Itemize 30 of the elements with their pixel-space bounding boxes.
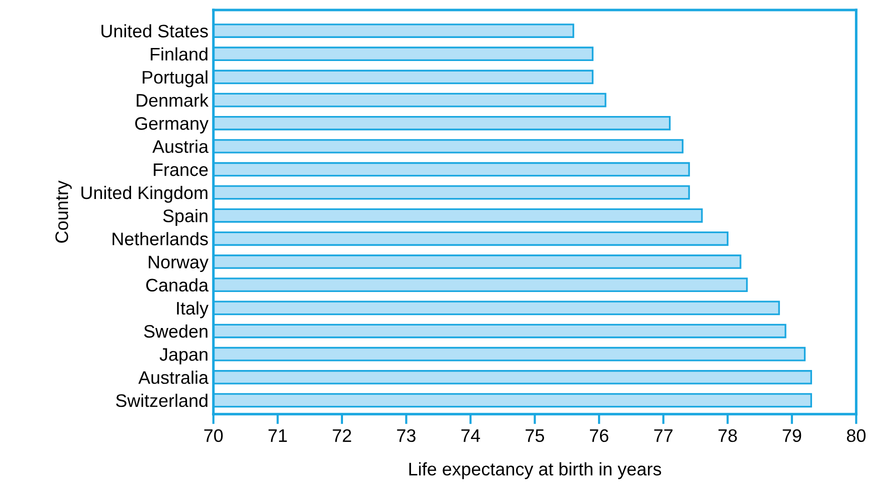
x-tick-label: 80: [846, 429, 866, 442]
y-tick-label: Netherlands: [112, 232, 208, 246]
y-tick-label: Norway: [148, 256, 208, 272]
x-tick-label: 71: [268, 429, 287, 442]
y-tick-label: Denmark: [136, 94, 209, 107]
y-tick-label: United Kingdom: [81, 186, 208, 203]
y-tick-label: Spain: [163, 208, 208, 226]
y-tick-label: Sweden: [144, 324, 208, 338]
x-tick-label: 72: [332, 429, 352, 442]
y-tick-label: Germany: [135, 117, 209, 134]
y-tick-label: Italy: [177, 301, 208, 318]
y-tick-label: France: [154, 163, 208, 176]
y-tick-label: Japan: [160, 348, 208, 364]
y-tick-label: Switzerland: [116, 394, 208, 408]
x-axis-title: Life expectancy at birth in years: [409, 462, 662, 480]
x-tick-label: 76: [590, 429, 608, 442]
x-tick-label: 73: [397, 429, 416, 442]
y-tick-label: United States: [102, 24, 208, 38]
y-axis-title: Country: [55, 180, 72, 243]
y-tick-label: Canada: [146, 278, 209, 292]
y-tick-label: Portugal: [142, 70, 208, 88]
x-tick-label: 70: [204, 429, 223, 442]
y-tick-label: Australia: [138, 370, 209, 384]
x-tick-label: 77: [654, 429, 672, 442]
x-tick-label: 75: [526, 429, 544, 442]
y-tick-label: Finland: [150, 47, 208, 61]
x-tick-label: 74: [461, 429, 480, 442]
x-tick-label: 79: [782, 429, 802, 442]
y-tick-label: Austria: [152, 140, 209, 153]
x-tick-label: 78: [718, 429, 737, 442]
